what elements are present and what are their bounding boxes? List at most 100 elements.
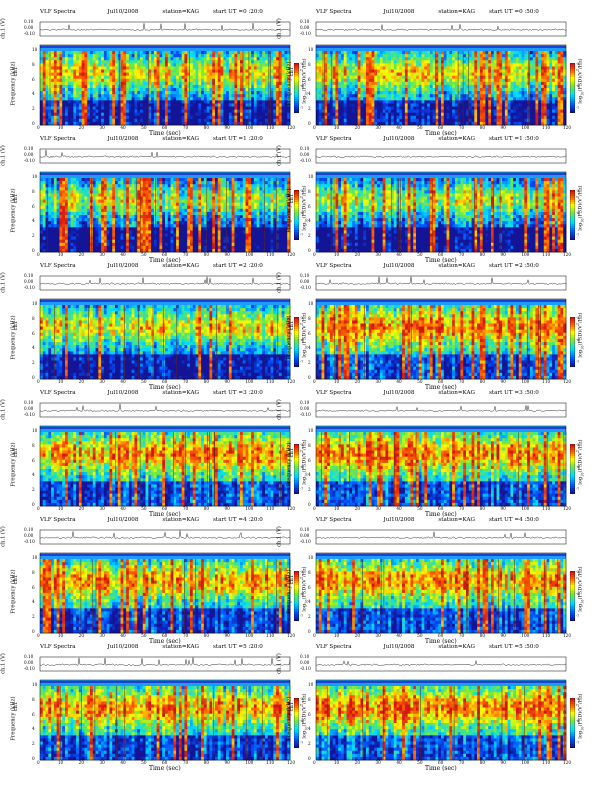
ch1-axis-label: ch.1 (V) bbox=[277, 526, 283, 547]
time-axis-label: Time (sec) bbox=[149, 512, 181, 518]
time-tick-label: 70 bbox=[183, 252, 188, 257]
time-tick-label: 40 bbox=[396, 760, 401, 765]
spectrogram-heatmap bbox=[39, 425, 291, 507]
title-text: VLF Spectra bbox=[316, 644, 352, 650]
time-tick-label: 120 bbox=[287, 760, 295, 765]
colorbar bbox=[570, 571, 575, 621]
time-tick-label: 40 bbox=[396, 379, 401, 384]
colorbar-label-unit: /Hz) bbox=[577, 439, 583, 450]
ch1-axis-label: ch.1 (V) bbox=[277, 653, 283, 674]
colorbar-tick-label: -5 bbox=[300, 570, 303, 574]
time-tick-label: 110 bbox=[266, 760, 274, 765]
colorbar-label-exp: 2 bbox=[576, 704, 580, 706]
freq-tick-label: 0 bbox=[308, 248, 311, 253]
time-tick-label: 30 bbox=[376, 633, 381, 638]
time-tick-label: 90 bbox=[225, 379, 230, 384]
colorbar-label-unit: /Hz) bbox=[577, 185, 583, 196]
time-tick-label: 60 bbox=[162, 506, 167, 511]
freq-tick-label: 0 bbox=[308, 629, 311, 634]
ch1-tick-label: 0.10 bbox=[300, 527, 309, 532]
ch1-tick-label: 0.10 bbox=[24, 400, 33, 405]
time-tick-label: 50 bbox=[141, 125, 146, 130]
time-tick-label: 100 bbox=[245, 379, 253, 384]
time-tick-label: 110 bbox=[266, 125, 274, 130]
start-time-text: start UT =4 :20:0 bbox=[213, 517, 263, 523]
ch1-tick-label: 0.00 bbox=[300, 279, 309, 284]
colorbar-tick-label: -7 bbox=[576, 741, 579, 745]
freq-tick-label: 6 bbox=[32, 458, 35, 463]
time-tick-label: 40 bbox=[120, 379, 125, 384]
colorbar-label-psd: (PSD)(V bbox=[577, 198, 583, 218]
ch1-tick-label: -0.10 bbox=[300, 31, 311, 36]
colorbar-label-exp: 2 bbox=[576, 577, 580, 579]
time-tick-label: 60 bbox=[162, 252, 167, 257]
panel-title: VLF Spectra Jul10/2008 station=KAG start UT… bbox=[40, 644, 263, 651]
title-text: VLF Spectra bbox=[40, 263, 76, 269]
date-text: Jul10/2008 bbox=[108, 644, 139, 650]
colorbar-label-unit: /Hz) bbox=[577, 58, 583, 69]
date-text: Jul10/2008 bbox=[108, 517, 139, 523]
colorbar-tick-label: -7 bbox=[576, 614, 579, 618]
freq-tick-label: 0 bbox=[308, 756, 311, 761]
colorbar-label-log: log bbox=[577, 731, 583, 739]
freq-tick-label: 8 bbox=[308, 443, 311, 448]
freq-tick-label: 6 bbox=[32, 712, 35, 717]
ch1-tick-label: 0.00 bbox=[24, 533, 33, 538]
colorbar-tick-label: -7 bbox=[576, 233, 579, 237]
time-tick-label: 40 bbox=[120, 506, 125, 511]
time-tick-label: 30 bbox=[376, 252, 381, 257]
time-tick-label: 110 bbox=[542, 125, 550, 130]
heatmap-cells bbox=[40, 51, 291, 126]
channel-label: ch1 bbox=[13, 575, 19, 585]
title-text: VLF Spectra bbox=[316, 136, 352, 142]
colorbar-label-exp: 2 bbox=[576, 323, 580, 325]
freq-tick-label: 4 bbox=[308, 600, 311, 604]
ch1-tick-label: -0.10 bbox=[24, 31, 35, 36]
heatmap-cells bbox=[40, 686, 291, 761]
channel-label: ch1 bbox=[289, 67, 295, 77]
heatmap-cells bbox=[316, 305, 567, 380]
panel-title: VLF Spectra Jul10/2008 station=KAG start UT… bbox=[40, 263, 263, 270]
time-tick-label: 120 bbox=[287, 252, 295, 257]
ch1-waveform bbox=[315, 656, 567, 672]
time-tick-label: 20 bbox=[79, 252, 84, 257]
colorbar-label-base: 10 bbox=[580, 346, 584, 350]
freq-tick-label: 0 bbox=[32, 248, 35, 253]
freq-tick-label: 0 bbox=[308, 375, 311, 380]
colorbar-label: log10(PSD)(V2/Hz) bbox=[576, 185, 585, 231]
time-tick-label: 50 bbox=[141, 252, 146, 257]
ch1-trace bbox=[39, 276, 291, 285]
freq-tick-label: 2 bbox=[308, 360, 311, 365]
colorbar bbox=[294, 63, 299, 113]
ch1-axis-label: ch.1 (V) bbox=[1, 653, 7, 674]
ch1-axis-label: ch.1 (V) bbox=[277, 145, 283, 166]
time-axis-label: Time (sec) bbox=[149, 639, 181, 645]
ch1-tick-label: 0.00 bbox=[300, 533, 309, 538]
colorbar-label-log: log bbox=[577, 223, 583, 231]
panel-title: VLF Spectra Jul10/2008 station=KAG start UT… bbox=[316, 390, 539, 397]
station-text: station=KAG bbox=[438, 390, 475, 396]
time-tick-label: 60 bbox=[438, 633, 443, 638]
ch1-trace bbox=[315, 405, 567, 412]
colorbar-label-exp: 2 bbox=[576, 450, 580, 452]
freq-tick-label: 6 bbox=[308, 204, 311, 209]
time-tick-label: 110 bbox=[266, 379, 274, 384]
colorbar-label-base: 10 bbox=[580, 92, 584, 96]
ch1-tick-label: 0.00 bbox=[300, 406, 309, 411]
colorbar-tick-label: -7 bbox=[300, 487, 303, 491]
time-tick-label: 30 bbox=[376, 506, 381, 511]
freq-tick-label: 0 bbox=[32, 375, 35, 380]
ch1-tick-label: 0.10 bbox=[24, 654, 33, 659]
colorbar-tick-label: -6 bbox=[576, 465, 579, 469]
ch1-tick-label: 0.00 bbox=[300, 660, 309, 665]
time-tick-label: 20 bbox=[355, 633, 360, 638]
time-tick-label: 40 bbox=[396, 633, 401, 638]
time-tick-label: 80 bbox=[204, 633, 209, 638]
colorbar-label-unit: /Hz) bbox=[577, 566, 583, 577]
ch1-tick-label: 0.00 bbox=[24, 406, 33, 411]
colorbar bbox=[570, 698, 575, 748]
colorbar bbox=[570, 63, 575, 113]
heatmap-cells bbox=[40, 305, 291, 380]
freq-tick-label: 2 bbox=[308, 487, 311, 492]
freq-tick-label: 10 bbox=[308, 428, 313, 433]
